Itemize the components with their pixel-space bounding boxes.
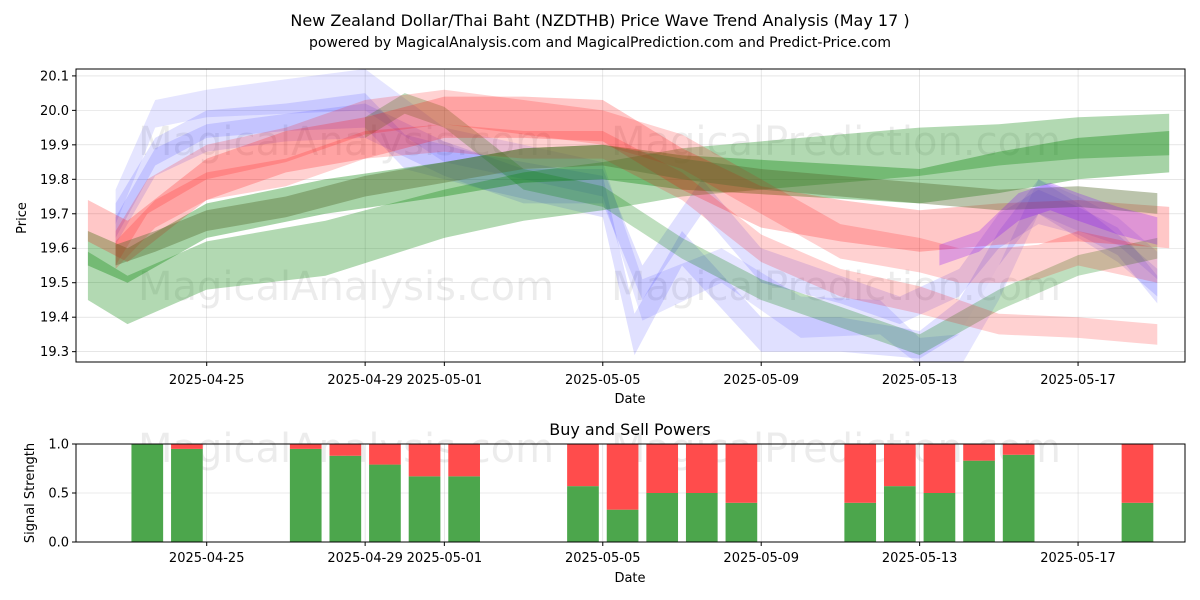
buy-bar bbox=[408, 476, 441, 542]
buy-bar bbox=[685, 493, 718, 542]
signal-x-tick-label: 2025-05-13 bbox=[882, 551, 958, 566]
wave-band-green-wave-1 bbox=[87, 113, 1170, 325]
price-y-tick-label: 19.8 bbox=[40, 173, 69, 188]
sell-bar bbox=[1002, 444, 1035, 455]
price-y-tick-label: 19.6 bbox=[40, 242, 69, 257]
sell-bar bbox=[1121, 444, 1154, 503]
buy-bar bbox=[725, 502, 758, 542]
sell-bar bbox=[171, 444, 203, 449]
sell-bar bbox=[289, 444, 322, 449]
price-x-axis-label: Date bbox=[614, 392, 645, 407]
signal-y-tick-label: 0.5 bbox=[48, 487, 69, 502]
signal-x-tick-label: 2025-05-01 bbox=[407, 551, 483, 566]
sell-bar bbox=[963, 444, 995, 461]
buy-bar bbox=[567, 486, 599, 542]
watermark-text: MagicalPrediction.com bbox=[611, 119, 1061, 165]
buy-bar bbox=[329, 455, 362, 542]
buy-bar bbox=[923, 493, 956, 542]
sell-bar bbox=[606, 444, 639, 510]
sell-bar bbox=[685, 444, 718, 493]
price-x-tick-label: 2025-05-05 bbox=[565, 373, 641, 388]
price-x-tick-label: 2025-04-25 bbox=[169, 373, 245, 388]
buy-bar bbox=[131, 444, 164, 542]
wave-band-red-wave-1 bbox=[87, 96, 1170, 262]
watermark-text: MagicalPrediction.com bbox=[611, 264, 1061, 310]
signal-bars bbox=[131, 444, 1154, 542]
price-grid bbox=[76, 69, 1185, 362]
buy-bar bbox=[883, 486, 916, 542]
price-x-tick-label: 2025-04-29 bbox=[327, 373, 403, 388]
buy-bar bbox=[369, 464, 401, 542]
signal-y-tick-label: 1.0 bbox=[48, 438, 69, 453]
buy-bar bbox=[646, 493, 679, 542]
wave-band-blue-wave-3 bbox=[115, 103, 1158, 325]
price-y-tick-label: 20.0 bbox=[40, 104, 69, 119]
price-x-tick-label: 2025-05-09 bbox=[723, 373, 799, 388]
price-y-tick-label: 19.3 bbox=[40, 345, 69, 360]
price-x-tick-label: 2025-05-01 bbox=[407, 373, 483, 388]
wave-band-olive-wave bbox=[115, 144, 1158, 266]
signal-x-tick-label: 2025-05-05 bbox=[565, 551, 641, 566]
price-y-tick-label: 19.9 bbox=[40, 138, 69, 153]
signal-y-tick-label: 0.0 bbox=[48, 536, 69, 551]
sell-bar bbox=[448, 444, 480, 477]
sell-bar bbox=[408, 444, 441, 477]
sell-bar bbox=[883, 444, 916, 487]
sell-bar bbox=[567, 444, 599, 487]
buy-bar bbox=[844, 502, 877, 542]
buy-bar bbox=[1002, 454, 1035, 542]
wave-band-green-wave-2 bbox=[87, 131, 1170, 283]
chart-title: New Zealand Dollar/Thai Baht (NZDTHB) Pr… bbox=[290, 11, 909, 30]
price-y-tick-label: 20.1 bbox=[40, 69, 69, 84]
buy-bar bbox=[289, 448, 322, 542]
price-x-ticks: 2025-04-25 2025-04-29 2025-05-01 2025-05-05… bbox=[169, 362, 1116, 388]
wave-band-green-wave-3 bbox=[365, 93, 1158, 356]
sell-bar bbox=[844, 444, 877, 503]
signal-x-tick-label: 2025-05-09 bbox=[723, 551, 799, 566]
sell-bar bbox=[329, 444, 362, 456]
price-wave-panel: MagicalAnalysis.com MagicalPrediction.com… bbox=[15, 68, 1186, 407]
signal-x-axis-label: Date bbox=[614, 571, 645, 586]
signal-y-ticks: 0.0 0.5 1.0 bbox=[48, 438, 76, 551]
price-y-ticks: 19.3 19.4 19.5 19.6 19.7 19.8 19.9 20.0 20.1 bbox=[40, 69, 76, 360]
wave-band-red-wave-3 bbox=[115, 124, 1158, 345]
price-y-axis-label: Price bbox=[15, 202, 30, 234]
signal-x-tick-label: 2025-05-17 bbox=[1040, 551, 1116, 566]
price-x-tick-label: 2025-05-17 bbox=[1040, 373, 1116, 388]
buy-bar bbox=[1121, 502, 1154, 542]
buy-sell-panel: Buy and Sell Powers MagicalAnalysis.comM… bbox=[23, 420, 1186, 586]
buy-sell-title: Buy and Sell Powers bbox=[549, 420, 711, 439]
sell-bar bbox=[646, 444, 679, 493]
sell-bar bbox=[369, 444, 401, 465]
wave-band-blue-wave-1 bbox=[115, 69, 1158, 362]
sell-bar bbox=[923, 444, 956, 493]
signal-y-axis-label: Signal Strength bbox=[23, 443, 38, 543]
sell-bar bbox=[725, 444, 758, 503]
price-plot-frame bbox=[75, 68, 1186, 363]
buy-bar bbox=[171, 448, 203, 542]
buy-bar bbox=[963, 460, 995, 542]
price-y-tick-label: 19.7 bbox=[40, 207, 69, 222]
price-y-tick-label: 19.4 bbox=[40, 311, 69, 326]
wave-band-purple-wave bbox=[939, 182, 1158, 266]
wave-band-red-wave-2 bbox=[115, 89, 1158, 283]
buy-bar bbox=[448, 476, 480, 542]
buy-bar bbox=[606, 509, 639, 542]
signal-x-tick-label: 2025-04-25 bbox=[169, 551, 245, 566]
price-watermarks: MagicalAnalysis.com MagicalPrediction.com… bbox=[138, 119, 1061, 310]
signal-x-ticks: 2025-04-25 2025-04-29 2025-05-01 2025-05-05… bbox=[169, 542, 1116, 566]
price-x-tick-label: 2025-05-13 bbox=[882, 373, 958, 388]
chart-subtitle: powered by MagicalAnalysis.com and Magic… bbox=[309, 35, 891, 51]
signal-x-tick-label: 2025-04-29 bbox=[327, 551, 403, 566]
wave-band-blue-wave-2 bbox=[115, 93, 1158, 359]
price-wave-series bbox=[87, 69, 1170, 362]
watermark-text: MagicalAnalysis.com bbox=[138, 119, 554, 165]
watermark-text: MagicalAnalysis.com bbox=[138, 264, 554, 310]
price-y-tick-label: 19.5 bbox=[40, 276, 69, 291]
